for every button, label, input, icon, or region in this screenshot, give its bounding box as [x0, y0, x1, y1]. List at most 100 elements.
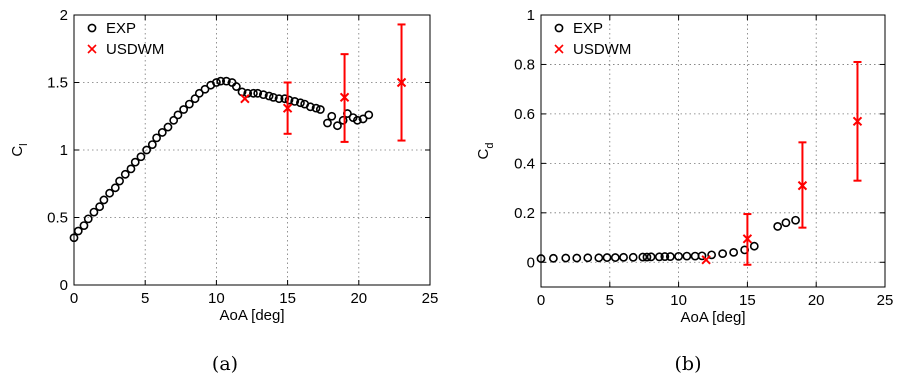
x-tick-label: 10	[208, 290, 225, 307]
data-point	[89, 207, 99, 217]
data-point	[115, 176, 124, 186]
y-tick-label: 2	[60, 7, 68, 24]
data-point	[791, 215, 800, 225]
data-point	[781, 218, 791, 228]
data-point	[773, 222, 783, 231]
data-point	[83, 214, 93, 224]
series-usdwm	[701, 60, 863, 266]
data-point	[290, 97, 300, 106]
x-tick-label: 5	[606, 292, 614, 309]
data-point	[169, 115, 179, 125]
data-point	[315, 105, 325, 114]
data-point	[660, 252, 670, 261]
data-point	[69, 233, 79, 243]
data-point	[707, 250, 717, 260]
data-point	[79, 221, 89, 230]
y-axis-label-subscript: l	[18, 143, 30, 145]
y-tick-label: 0	[527, 254, 535, 271]
chart-panel-a: 0 5 10 15 20 25 0 0.5 1 1.5 2 AoA [deg] Cl (a) EXP USDW…	[9, 7, 438, 375]
data-point-stroke	[240, 93, 250, 104]
x-tick-label: 25	[877, 292, 894, 309]
y-axis-label-main: C	[475, 148, 492, 159]
plot-frame	[540, 14, 886, 288]
legend: EXP USDWM	[87, 20, 164, 58]
data-point	[268, 92, 278, 102]
data-point	[852, 116, 863, 127]
data-point	[682, 251, 692, 261]
data-point	[749, 241, 759, 251]
data-point	[561, 253, 571, 263]
y-axis-label-subscript: d	[484, 143, 496, 149]
data-point	[264, 91, 274, 101]
x-tick-label: 0	[70, 290, 78, 307]
data-point	[610, 253, 620, 262]
data-point	[105, 188, 114, 198]
y-tick-label: 1	[60, 142, 68, 159]
data-point	[179, 105, 189, 114]
y-axis-label: Cl	[9, 143, 30, 156]
x-tick-label: 5	[141, 290, 149, 307]
data-point	[642, 252, 652, 262]
data-point-stroke	[339, 92, 350, 103]
legend-label: USDWM	[106, 41, 164, 58]
y-tick-label: 1.5	[47, 75, 68, 92]
data-point	[339, 92, 350, 103]
data-point	[152, 133, 161, 143]
data-point-stroke	[742, 234, 753, 244]
data-point	[338, 115, 348, 125]
legend: EXP USDWM	[554, 20, 631, 58]
y-axis-label-main: C	[9, 146, 26, 157]
data-point	[200, 84, 210, 94]
data-point	[147, 140, 157, 149]
data-point	[536, 254, 546, 263]
data-point	[221, 76, 231, 86]
data-point	[548, 253, 558, 263]
data-point	[396, 77, 407, 88]
legend-label: EXP	[573, 20, 603, 37]
data-point	[638, 252, 648, 262]
data-point	[142, 145, 152, 155]
data-point	[327, 111, 337, 121]
data-point	[602, 253, 612, 262]
x-tick-label: 0	[537, 292, 545, 309]
data-point	[231, 82, 241, 91]
data-point	[797, 180, 808, 191]
data-point	[184, 99, 194, 109]
data-point	[173, 110, 183, 120]
series-usdwm	[240, 23, 407, 143]
data-point	[157, 128, 167, 137]
data-point	[619, 252, 628, 262]
data-point	[364, 110, 374, 120]
panel-caption: (a)	[212, 353, 238, 375]
data-point	[646, 252, 656, 262]
y-tick-label: 0.5	[47, 210, 68, 227]
data-point	[284, 95, 294, 105]
y-tick-label: 0.6	[514, 106, 535, 123]
x-axis-label: AoA [deg]	[680, 309, 745, 326]
data-point	[120, 169, 130, 179]
legend-marker	[554, 44, 564, 54]
data-point-stroke	[852, 116, 863, 127]
data-point	[130, 157, 140, 167]
x-tick-label: 10	[670, 292, 687, 309]
data-point	[572, 253, 582, 263]
data-point	[674, 251, 683, 261]
data-point	[583, 253, 593, 263]
legend-label: EXP	[106, 20, 136, 37]
data-point	[282, 103, 293, 113]
y-tick-label: 1	[527, 7, 535, 24]
data-point	[211, 78, 221, 87]
series-exp	[536, 215, 800, 263]
data-point	[352, 115, 362, 125]
data-point	[216, 76, 226, 86]
data-point	[99, 195, 109, 205]
data-point	[253, 88, 263, 98]
data-point	[110, 183, 120, 193]
data-point	[311, 103, 321, 113]
x-tick-label: 20	[350, 290, 367, 307]
y-tick-label: 0.4	[514, 155, 535, 172]
data-point	[240, 93, 250, 104]
data-point-stroke	[701, 255, 711, 265]
x-tick-label: 25	[422, 290, 439, 307]
